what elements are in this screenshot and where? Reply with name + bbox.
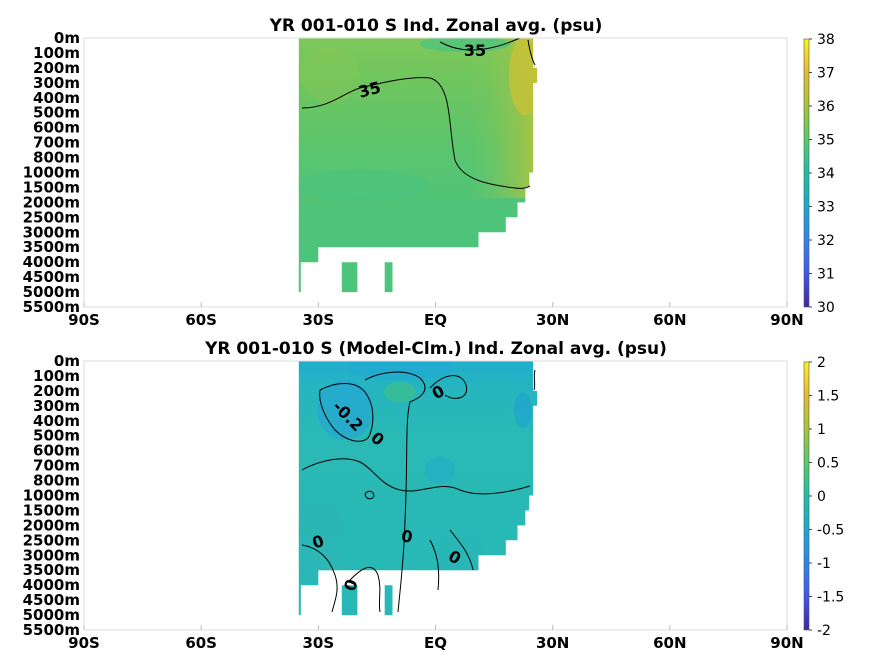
y-tick-label: 0m	[54, 29, 80, 47]
colorbar-tick-label: 35	[817, 133, 835, 149]
salinity-features	[298, 38, 537, 200]
panel1-title: YR 001-010 S Ind. Zonal avg. (psu)	[269, 16, 603, 36]
y-tick-label: 3000m	[23, 546, 80, 564]
y-tick-label: 5000m	[23, 283, 80, 301]
panel2-title: YR 001-010 S (Model-Clm.) Ind. Zonal avg…	[204, 339, 667, 359]
y-tick-label: 400m	[33, 412, 80, 430]
y-tick-label: 4500m	[23, 591, 80, 609]
y-tick-label: 600m	[33, 119, 80, 137]
colorbar-tick-label: 36	[817, 99, 835, 115]
anomaly-contours	[301, 369, 536, 613]
y-tick-label: 400m	[33, 89, 80, 107]
y-tick-label: 800m	[33, 472, 80, 490]
y-tick-label: 5500m	[23, 621, 80, 639]
colorbar-ticks: 2 1.5 1 0.5 0 -0.5 -1 -1.5 -2	[809, 355, 844, 639]
x-tick-label: EQ	[424, 634, 447, 652]
y-tick-label: 500m	[33, 427, 80, 445]
y-tick-label: 1500m	[23, 178, 80, 196]
y-tick-label: 1000m	[23, 164, 80, 182]
x-tick-label: 30S	[302, 634, 334, 652]
y-tick-label: 300m	[33, 74, 80, 92]
colorbar-tick-label: 32	[817, 233, 835, 249]
y-tick-label: 3500m	[23, 238, 80, 256]
y-tick-label: 600m	[33, 442, 80, 460]
colorbar-tick-label: 2	[817, 355, 826, 371]
y-axis-depth: 0m100m200m300m400m500m600m700m800m1000m1…	[23, 29, 80, 316]
x-axis-latitude: 90S 60S 30S EQ 30N 60N 90N	[68, 302, 804, 329]
y-tick-label: 800m	[33, 149, 80, 167]
y-tick-label: 5000m	[23, 606, 80, 624]
colorbar-tick-label: 37	[817, 66, 835, 82]
y-tick-label: 3000m	[23, 223, 80, 241]
colorbar-tick-label: 0.5	[817, 456, 839, 472]
x-tick-label: 30N	[536, 634, 569, 652]
colorbar-tick-label: 30	[817, 300, 835, 316]
x-tick-label: 30S	[302, 311, 334, 329]
x-tick-label: 60S	[185, 634, 217, 652]
y-tick-label: 0m	[54, 352, 80, 370]
x-tick-label: 90N	[770, 634, 803, 652]
colorbar-tick-label: -0.5	[817, 523, 844, 539]
x-axis-latitude: 90S 60S 30S EQ 30N 60N 90N	[68, 625, 804, 652]
y-tick-label: 2000m	[23, 193, 80, 211]
y-tick-label: 200m	[33, 59, 80, 77]
colorbar-tick-label: -1	[817, 556, 831, 572]
colorbar-tick-label: 33	[817, 200, 835, 216]
y-tick-label: 1500m	[23, 501, 80, 519]
y-tick-label: 4500m	[23, 268, 80, 286]
y-tick-label: 700m	[33, 457, 80, 475]
x-tick-label: 90N	[770, 311, 803, 329]
colorbar-ticks: 38 37 36 35 34 33 32 31 30	[809, 32, 835, 316]
salinity-contours	[301, 37, 536, 189]
contour-label: 0	[400, 526, 414, 547]
y-tick-label: 1000m	[23, 487, 80, 505]
colorbar-tick-label: 38	[817, 32, 835, 48]
colorbar-tick-label: -1.5	[817, 590, 844, 606]
y-tick-label: 200m	[33, 382, 80, 400]
x-tick-label: 90S	[68, 311, 100, 329]
panel-salinity-anomaly: YR 001-010 S (Model-Clm.) Ind. Zonal avg…	[23, 339, 845, 652]
y-tick-label: 2000m	[23, 516, 80, 534]
colorbar-tick-label: 1	[817, 422, 826, 438]
y-tick-label: 100m	[33, 367, 80, 385]
y-tick-label: 700m	[33, 134, 80, 152]
y-tick-label: 4000m	[23, 253, 80, 271]
x-tick-label: 60N	[653, 634, 686, 652]
y-tick-label: 4000m	[23, 576, 80, 594]
panel-salinity: YR 001-010 S Ind. Zonal avg. (psu) 35 35…	[23, 16, 835, 329]
y-tick-label: 300m	[33, 397, 80, 415]
y-tick-label: 2500m	[23, 208, 80, 226]
y-tick-label: 2500m	[23, 531, 80, 549]
y-tick-label: 500m	[33, 104, 80, 122]
colorbar	[803, 361, 810, 631]
y-axis-depth: 0m100m200m300m400m500m600m700m800m1000m1…	[23, 352, 80, 639]
x-tick-label: 60N	[653, 311, 686, 329]
y-tick-label: 3500m	[23, 561, 80, 579]
y-tick-label: 5500m	[23, 298, 80, 316]
colorbar-tick-label: 0	[817, 489, 826, 505]
x-tick-label: 90S	[68, 634, 100, 652]
colorbar-tick-label: 31	[817, 267, 835, 283]
colorbar-tick-label: 34	[817, 166, 835, 182]
contour-label: 35	[464, 41, 486, 60]
colorbar-tick-label: 1.5	[817, 389, 839, 405]
y-tick-label: 100m	[33, 44, 80, 62]
x-tick-label: 60S	[185, 311, 217, 329]
x-tick-label: EQ	[424, 311, 447, 329]
x-tick-label: 30N	[536, 311, 569, 329]
colorbar	[803, 38, 810, 308]
colorbar-tick-label: -2	[817, 623, 831, 639]
